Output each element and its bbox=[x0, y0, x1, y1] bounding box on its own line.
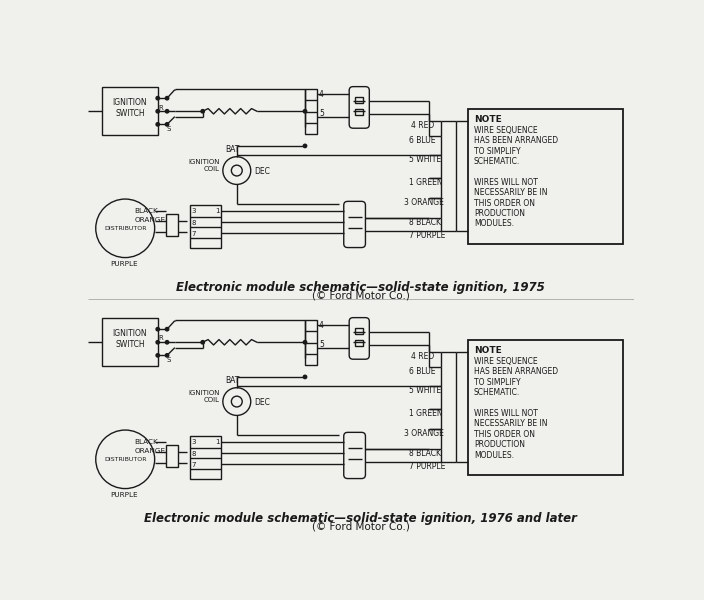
Text: R: R bbox=[158, 104, 163, 110]
Circle shape bbox=[156, 353, 159, 357]
Circle shape bbox=[303, 341, 307, 344]
Text: 7 PURPLE: 7 PURPLE bbox=[409, 230, 445, 239]
Circle shape bbox=[165, 341, 169, 344]
Circle shape bbox=[165, 122, 169, 126]
Text: PURPLE: PURPLE bbox=[110, 260, 137, 266]
FancyBboxPatch shape bbox=[344, 433, 365, 479]
Text: 7: 7 bbox=[192, 230, 196, 236]
Text: DISTRIBUTOR: DISTRIBUTOR bbox=[104, 226, 146, 231]
Circle shape bbox=[156, 122, 159, 126]
Text: Electronic module schematic—solid-state ignition, 1975: Electronic module schematic—solid-state … bbox=[177, 281, 545, 295]
Text: DEC: DEC bbox=[254, 398, 270, 407]
Text: NOTE: NOTE bbox=[474, 115, 502, 124]
Text: NOTE: NOTE bbox=[474, 346, 502, 355]
Bar bbox=[356, 340, 363, 346]
Circle shape bbox=[201, 110, 204, 113]
Text: 4: 4 bbox=[319, 90, 324, 99]
Circle shape bbox=[156, 110, 159, 113]
Circle shape bbox=[165, 328, 169, 331]
Text: R: R bbox=[158, 335, 163, 341]
Bar bbox=[102, 88, 158, 135]
FancyBboxPatch shape bbox=[349, 86, 370, 128]
Bar bbox=[102, 319, 158, 366]
Bar bbox=[190, 436, 221, 479]
Text: 8 BLACK: 8 BLACK bbox=[409, 218, 441, 227]
Text: Electronic module schematic—solid-state ignition, 1976 and later: Electronic module schematic—solid-state … bbox=[144, 512, 577, 526]
Circle shape bbox=[156, 97, 159, 100]
Circle shape bbox=[303, 110, 307, 113]
Text: 8 BLACK: 8 BLACK bbox=[409, 449, 441, 458]
Bar bbox=[356, 97, 363, 103]
Bar bbox=[305, 320, 318, 365]
Text: 7: 7 bbox=[192, 461, 196, 467]
Bar bbox=[467, 340, 623, 475]
Circle shape bbox=[165, 110, 169, 113]
Text: IGNITION
SWITCH: IGNITION SWITCH bbox=[113, 98, 147, 118]
Circle shape bbox=[303, 375, 307, 379]
Text: 5 WHITE: 5 WHITE bbox=[409, 386, 441, 395]
Text: 3 ORANGE: 3 ORANGE bbox=[404, 428, 444, 437]
Text: 3 ORANGE: 3 ORANGE bbox=[404, 197, 444, 206]
Text: 3: 3 bbox=[192, 439, 196, 445]
Text: 1: 1 bbox=[215, 208, 220, 214]
Circle shape bbox=[165, 97, 169, 100]
Text: IGNITION
SWITCH: IGNITION SWITCH bbox=[113, 329, 147, 349]
Bar bbox=[305, 89, 318, 134]
Bar bbox=[165, 445, 178, 467]
Text: 1: 1 bbox=[215, 439, 220, 445]
Text: (© Ford Motor Co.): (© Ford Motor Co.) bbox=[312, 290, 410, 301]
Text: DEC: DEC bbox=[254, 167, 270, 176]
FancyBboxPatch shape bbox=[349, 317, 370, 359]
Text: WIRE SEQUENCE
HAS BEEN ARRANGED
TO SIMPLIFY
SCHEMATIC.

WIRES WILL NOT
NECESSARI: WIRE SEQUENCE HAS BEEN ARRANGED TO SIMPL… bbox=[474, 357, 558, 460]
Text: PURPLE: PURPLE bbox=[110, 491, 137, 497]
Bar bbox=[356, 328, 363, 334]
FancyBboxPatch shape bbox=[344, 202, 365, 248]
Text: BLACK: BLACK bbox=[134, 208, 158, 214]
Text: WIRE SEQUENCE
HAS BEEN ARRANGED
TO SIMPLIFY
SCHEMATIC.

WIRES WILL NOT
NECESSARI: WIRE SEQUENCE HAS BEEN ARRANGED TO SIMPL… bbox=[474, 126, 558, 229]
Text: BAT: BAT bbox=[226, 145, 240, 154]
Circle shape bbox=[303, 144, 307, 148]
Bar bbox=[165, 214, 178, 236]
Text: 5: 5 bbox=[319, 340, 324, 349]
Circle shape bbox=[201, 341, 204, 344]
Bar bbox=[467, 109, 623, 244]
Text: DISTRIBUTOR: DISTRIBUTOR bbox=[104, 457, 146, 462]
Text: 7 PURPLE: 7 PURPLE bbox=[409, 461, 445, 470]
Text: ORANGE: ORANGE bbox=[134, 448, 165, 454]
Text: S: S bbox=[166, 357, 170, 363]
Text: ORANGE: ORANGE bbox=[134, 217, 165, 223]
Text: 6 BLUE: 6 BLUE bbox=[409, 367, 435, 376]
Text: BAT: BAT bbox=[226, 376, 240, 385]
Circle shape bbox=[165, 353, 169, 357]
Text: 4: 4 bbox=[319, 321, 324, 330]
Text: 3: 3 bbox=[192, 208, 196, 214]
Text: 6 BLUE: 6 BLUE bbox=[409, 136, 435, 145]
Text: 8: 8 bbox=[192, 451, 196, 457]
Text: 1 GREEN: 1 GREEN bbox=[409, 409, 443, 418]
Text: 5: 5 bbox=[319, 109, 324, 118]
Bar bbox=[356, 109, 363, 115]
Text: 8: 8 bbox=[192, 220, 196, 226]
Text: S: S bbox=[166, 126, 170, 132]
Text: BLACK: BLACK bbox=[134, 439, 158, 445]
Circle shape bbox=[156, 328, 159, 331]
Text: 4 RED: 4 RED bbox=[411, 352, 434, 361]
Circle shape bbox=[156, 341, 159, 344]
Text: 1 GREEN: 1 GREEN bbox=[409, 178, 443, 187]
Text: 5 WHITE: 5 WHITE bbox=[409, 155, 441, 164]
Text: IGNITION
COIL: IGNITION COIL bbox=[188, 158, 220, 172]
Bar bbox=[190, 205, 221, 248]
Text: IGNITION
COIL: IGNITION COIL bbox=[188, 389, 220, 403]
Text: (© Ford Motor Co.): (© Ford Motor Co.) bbox=[312, 521, 410, 532]
Text: 4 RED: 4 RED bbox=[411, 121, 434, 130]
